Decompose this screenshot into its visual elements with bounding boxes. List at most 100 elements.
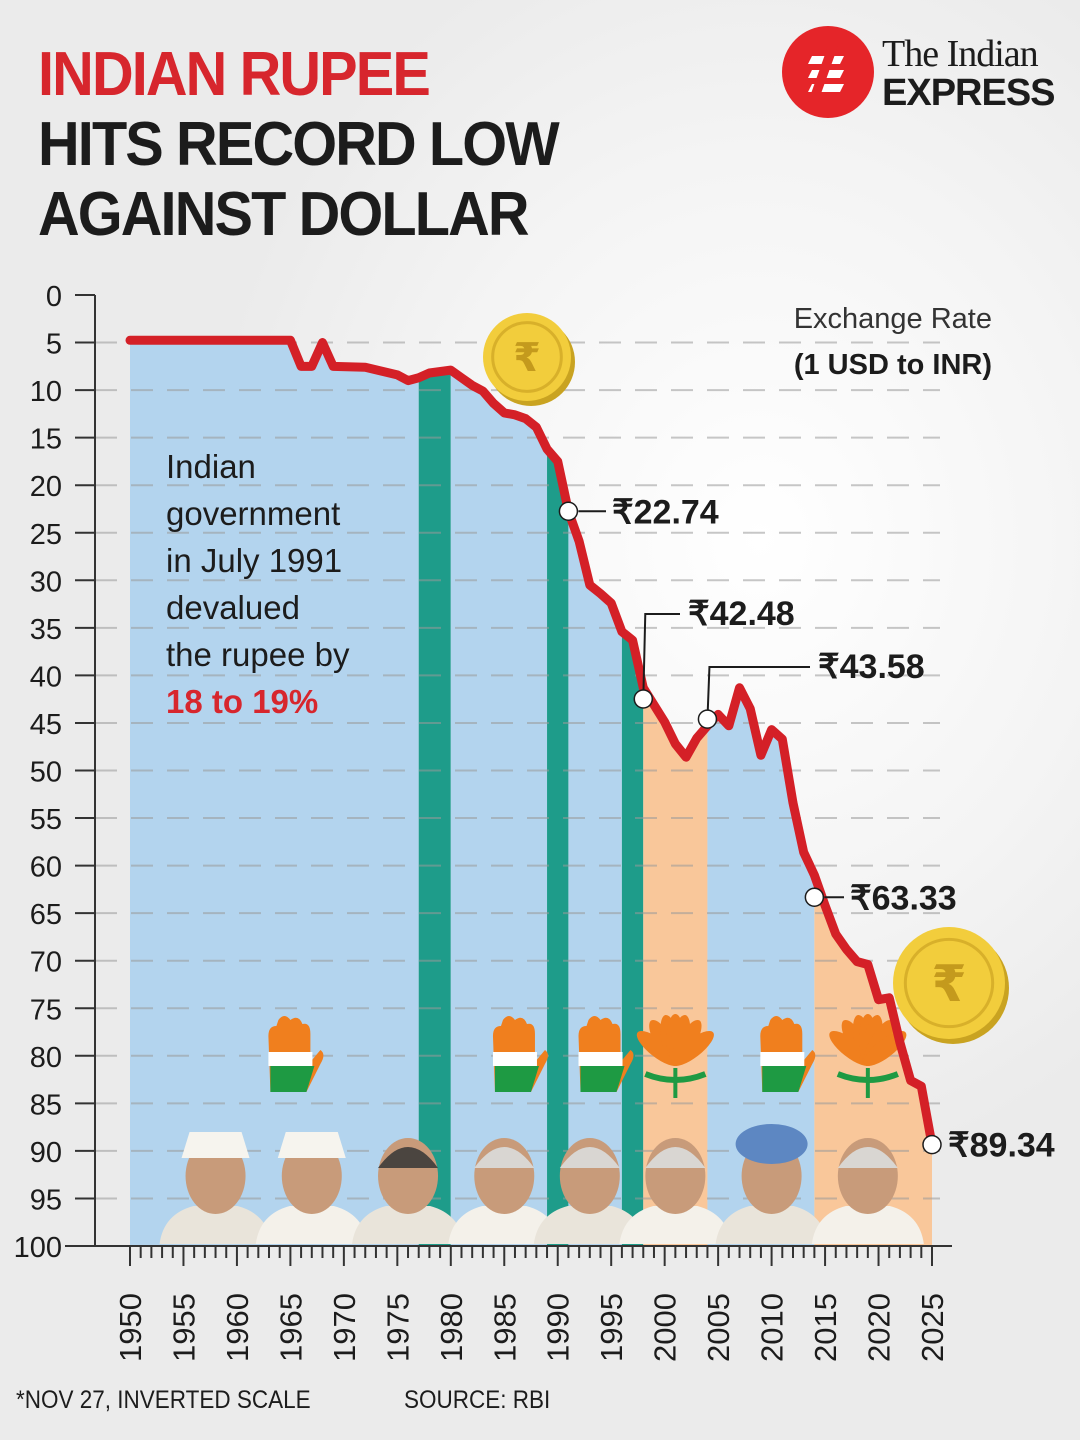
coins: ₹₹ <box>483 313 1009 1044</box>
footer-source: SOURCE: RBI <box>404 1386 551 1414</box>
x-tick-label: 2005 <box>701 1293 736 1362</box>
annotation-3: ₹63.33 <box>804 879 957 917</box>
x-tick-label: 1975 <box>380 1293 415 1362</box>
y-tick-label: 80 <box>30 1042 62 1074</box>
y-tick-label: 40 <box>30 661 62 693</box>
annotation-0: ₹22.74 <box>558 493 719 531</box>
annotation-marker <box>633 689 654 709</box>
band-congress-0 <box>130 340 419 1247</box>
y-tick-label: 95 <box>30 1184 62 1216</box>
headline-line-1: INDIAN RUPEE <box>38 40 431 109</box>
annotation-marker <box>697 709 718 729</box>
hand-white-stripe <box>268 1052 313 1066</box>
y-tick-label: 20 <box>30 471 62 503</box>
leader-hair <box>559 1147 620 1168</box>
x-tick-label: 1965 <box>273 1293 308 1362</box>
x-tick-label: 1990 <box>541 1293 576 1362</box>
y-tick-label: 5 <box>46 329 62 361</box>
hand-white-stripe <box>760 1052 805 1066</box>
leader-portrait-icon <box>715 1124 828 1244</box>
annotation-leader <box>706 666 810 720</box>
exchange-rate-line <box>125 335 937 1150</box>
congress-hand-icon <box>578 1016 634 1092</box>
y-tick-label: 45 <box>30 709 62 741</box>
y-axis-label-line-2: (1 USD to INR) <box>794 349 992 381</box>
annotation-label: ₹42.48 <box>688 595 795 633</box>
band-congress-7 <box>707 687 815 1246</box>
note-line-1: Indian <box>166 448 256 485</box>
headline: INDIAN RUPEE HITS RECORD LOW AGAINST DOL… <box>38 40 560 250</box>
band-janata-3 <box>547 449 569 1246</box>
footer-note: *NOV 27, INVERTED SCALE <box>16 1386 311 1414</box>
y-tick-label: 0 <box>46 281 62 313</box>
annotation-label: ₹43.58 <box>818 648 925 686</box>
hand-green-stripe <box>762 1066 807 1092</box>
y-tick-label: 15 <box>30 424 62 456</box>
annotation-marker <box>922 1134 942 1155</box>
band-janata-1 <box>418 370 451 1246</box>
leader-hair <box>474 1147 535 1168</box>
rupee-coin-icon: ₹ <box>483 313 575 406</box>
y-tick-label: 100 <box>14 1232 62 1264</box>
leader-hair <box>378 1147 439 1168</box>
bjp-lotus-icon <box>829 1014 907 1098</box>
headline-line-3: AGAINST DOLLAR <box>38 180 530 249</box>
annotation-1: ₹42.48 <box>633 595 795 709</box>
leader-hair <box>645 1147 706 1168</box>
leader-portrait-icon <box>159 1132 272 1244</box>
x-tick-label: 1995 <box>594 1293 629 1362</box>
band-janata-5 <box>621 631 644 1246</box>
value-annotations: ₹22.74 ₹42.48 ₹43.58 ₹63.33 ₹89.34 <box>558 493 1055 1165</box>
leader-shoulders <box>159 1206 272 1244</box>
rupee-symbol: ₹ <box>931 954 966 1013</box>
x-tick-label: 2020 <box>862 1293 897 1362</box>
leader-shoulders <box>448 1206 561 1244</box>
leader-portrait-icon <box>255 1132 368 1244</box>
annotation-label: ₹22.74 <box>612 493 719 531</box>
annotation-marker <box>804 887 825 908</box>
hand-green-stripe <box>580 1066 625 1092</box>
note-line-3: in July 1991 <box>166 542 342 579</box>
coin-face <box>893 927 1005 1039</box>
leader-portrait-icon <box>448 1138 561 1244</box>
x-tick-label: 1960 <box>220 1293 255 1362</box>
leader-portrait-icon <box>619 1138 732 1244</box>
note-highlight: 18 to 19% <box>166 683 318 720</box>
hand-white-stripe <box>492 1052 537 1066</box>
leader-cap <box>277 1132 346 1158</box>
y-axis-label-line-1: Exchange Rate <box>794 303 992 335</box>
leader-portrait-icon <box>352 1138 465 1244</box>
hand-white-stripe <box>578 1052 623 1066</box>
bjp-lotus-icon <box>636 1014 714 1098</box>
leader-shoulders <box>715 1206 828 1244</box>
annotation-marker <box>558 501 579 522</box>
leader-portrait-icon <box>811 1138 924 1244</box>
x-tick-label: 1980 <box>434 1293 469 1362</box>
y-axis-ticks: 0 5 10 15 20 25 30 35 40 45 50 55 60 65 70 75 80 85 90 95 10… <box>14 281 95 1264</box>
indian-express-logo-icon <box>782 26 874 118</box>
leader-shoulders <box>811 1206 924 1244</box>
x-tick-label: 1985 <box>487 1293 522 1362</box>
y-tick-label: 60 <box>30 852 62 884</box>
y-tick-label: 55 <box>30 804 62 836</box>
lotus-petal <box>671 1030 714 1066</box>
devaluation-note: Indian government in July 1991 devalued … <box>166 448 350 720</box>
indian-express-logo[interactable]: The Indian EXPRESS <box>782 26 1056 118</box>
leader-shoulders <box>619 1206 732 1244</box>
y-tick-label: 10 <box>30 376 62 408</box>
y-axis-label: Exchange Rate (1 USD to INR) <box>794 303 992 381</box>
x-tick-label: 2015 <box>808 1293 843 1362</box>
annotation-2: ₹43.58 <box>697 648 925 729</box>
congress-hand-icon <box>268 1016 324 1092</box>
logo-line-2: EXPRESS <box>882 72 1056 114</box>
rupee-coin-icon: ₹ <box>893 927 1009 1044</box>
headline-line-2: HITS RECORD LOW <box>38 110 560 179</box>
logo-line-1: The Indian <box>882 33 1039 75</box>
leader-portraits <box>159 1124 924 1244</box>
x-tick-label: 1955 <box>166 1293 201 1362</box>
leader-shoulders <box>352 1206 465 1244</box>
note-line-4: devalued <box>166 589 300 626</box>
annotation-leader <box>642 613 680 700</box>
leader-hair <box>837 1147 898 1168</box>
